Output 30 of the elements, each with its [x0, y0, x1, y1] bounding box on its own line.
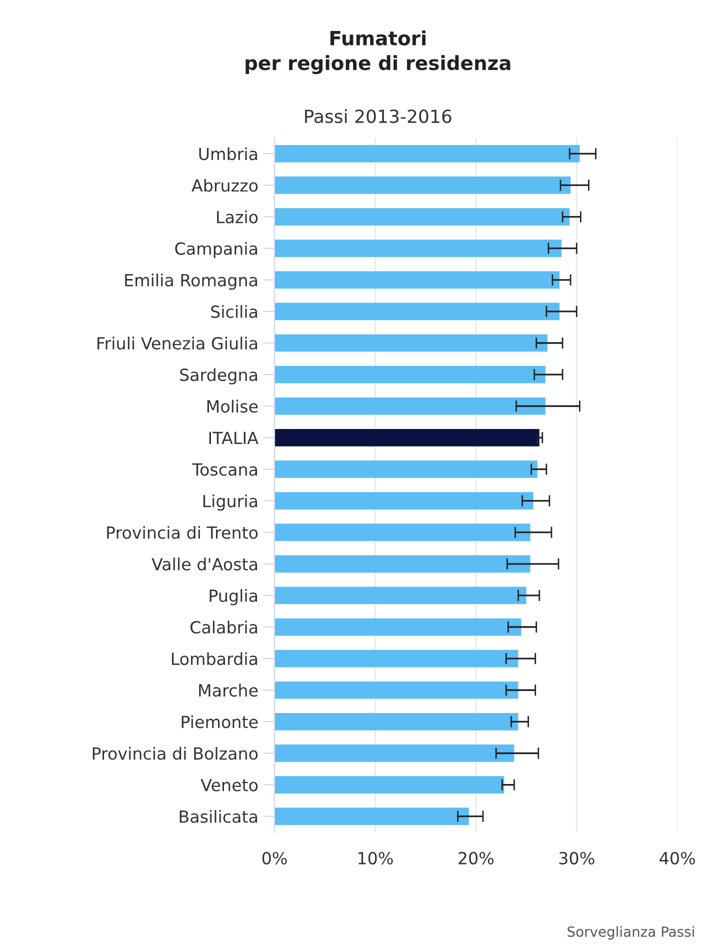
chart-title: Fumatori per regione di residenza	[246, 30, 510, 74]
y-tick-label: Basilicata	[180, 810, 258, 823]
y-tick-label: Sardegna	[180, 368, 258, 384]
x-tick-label: 0%	[262, 852, 287, 864]
y-tick-label: Liguria	[203, 494, 258, 511]
y-tick-label: Sicilia	[211, 305, 258, 318]
y-tick-label: Marche	[199, 684, 258, 697]
y-tick-label: Umbria	[199, 147, 258, 160]
y-tick-label: Campania	[175, 242, 258, 258]
y-tick-label: Calabria	[190, 620, 258, 634]
y-tick-label: Emilia Romagna	[125, 274, 258, 290]
x-tick-label: 40%	[660, 852, 695, 864]
y-tick-label: Provincia di Trento	[107, 526, 258, 539]
y-tick-label: Valle d'Aosta	[152, 558, 258, 570]
x-tick-label: 10%	[358, 852, 393, 864]
y-tick-label: Veneto	[200, 778, 258, 792]
y-tick-label: Friuli Venezia Giulia	[98, 336, 258, 350]
y-tick-label: Toscana	[192, 463, 258, 476]
y-tick-label: Lombardia	[172, 652, 258, 666]
y-tick-label: ITALIA	[209, 432, 258, 444]
y-tick-label: Puglia	[210, 589, 258, 606]
x-tick-label: 30%	[559, 852, 594, 864]
y-tick-label: Piemonte	[182, 715, 258, 728]
chart-subtitle: Passi 2013-2016	[305, 109, 452, 124]
text: Sorveglianza Passi	[568, 926, 694, 940]
x-tick-label: 20%	[458, 852, 494, 864]
y-tick-label: Provincia di Bolzano	[92, 746, 258, 760]
y-tick-label: Lazio	[217, 210, 258, 224]
y-tick-label: Abruzzo	[192, 178, 258, 192]
y-tick-label: Molise	[207, 400, 258, 413]
